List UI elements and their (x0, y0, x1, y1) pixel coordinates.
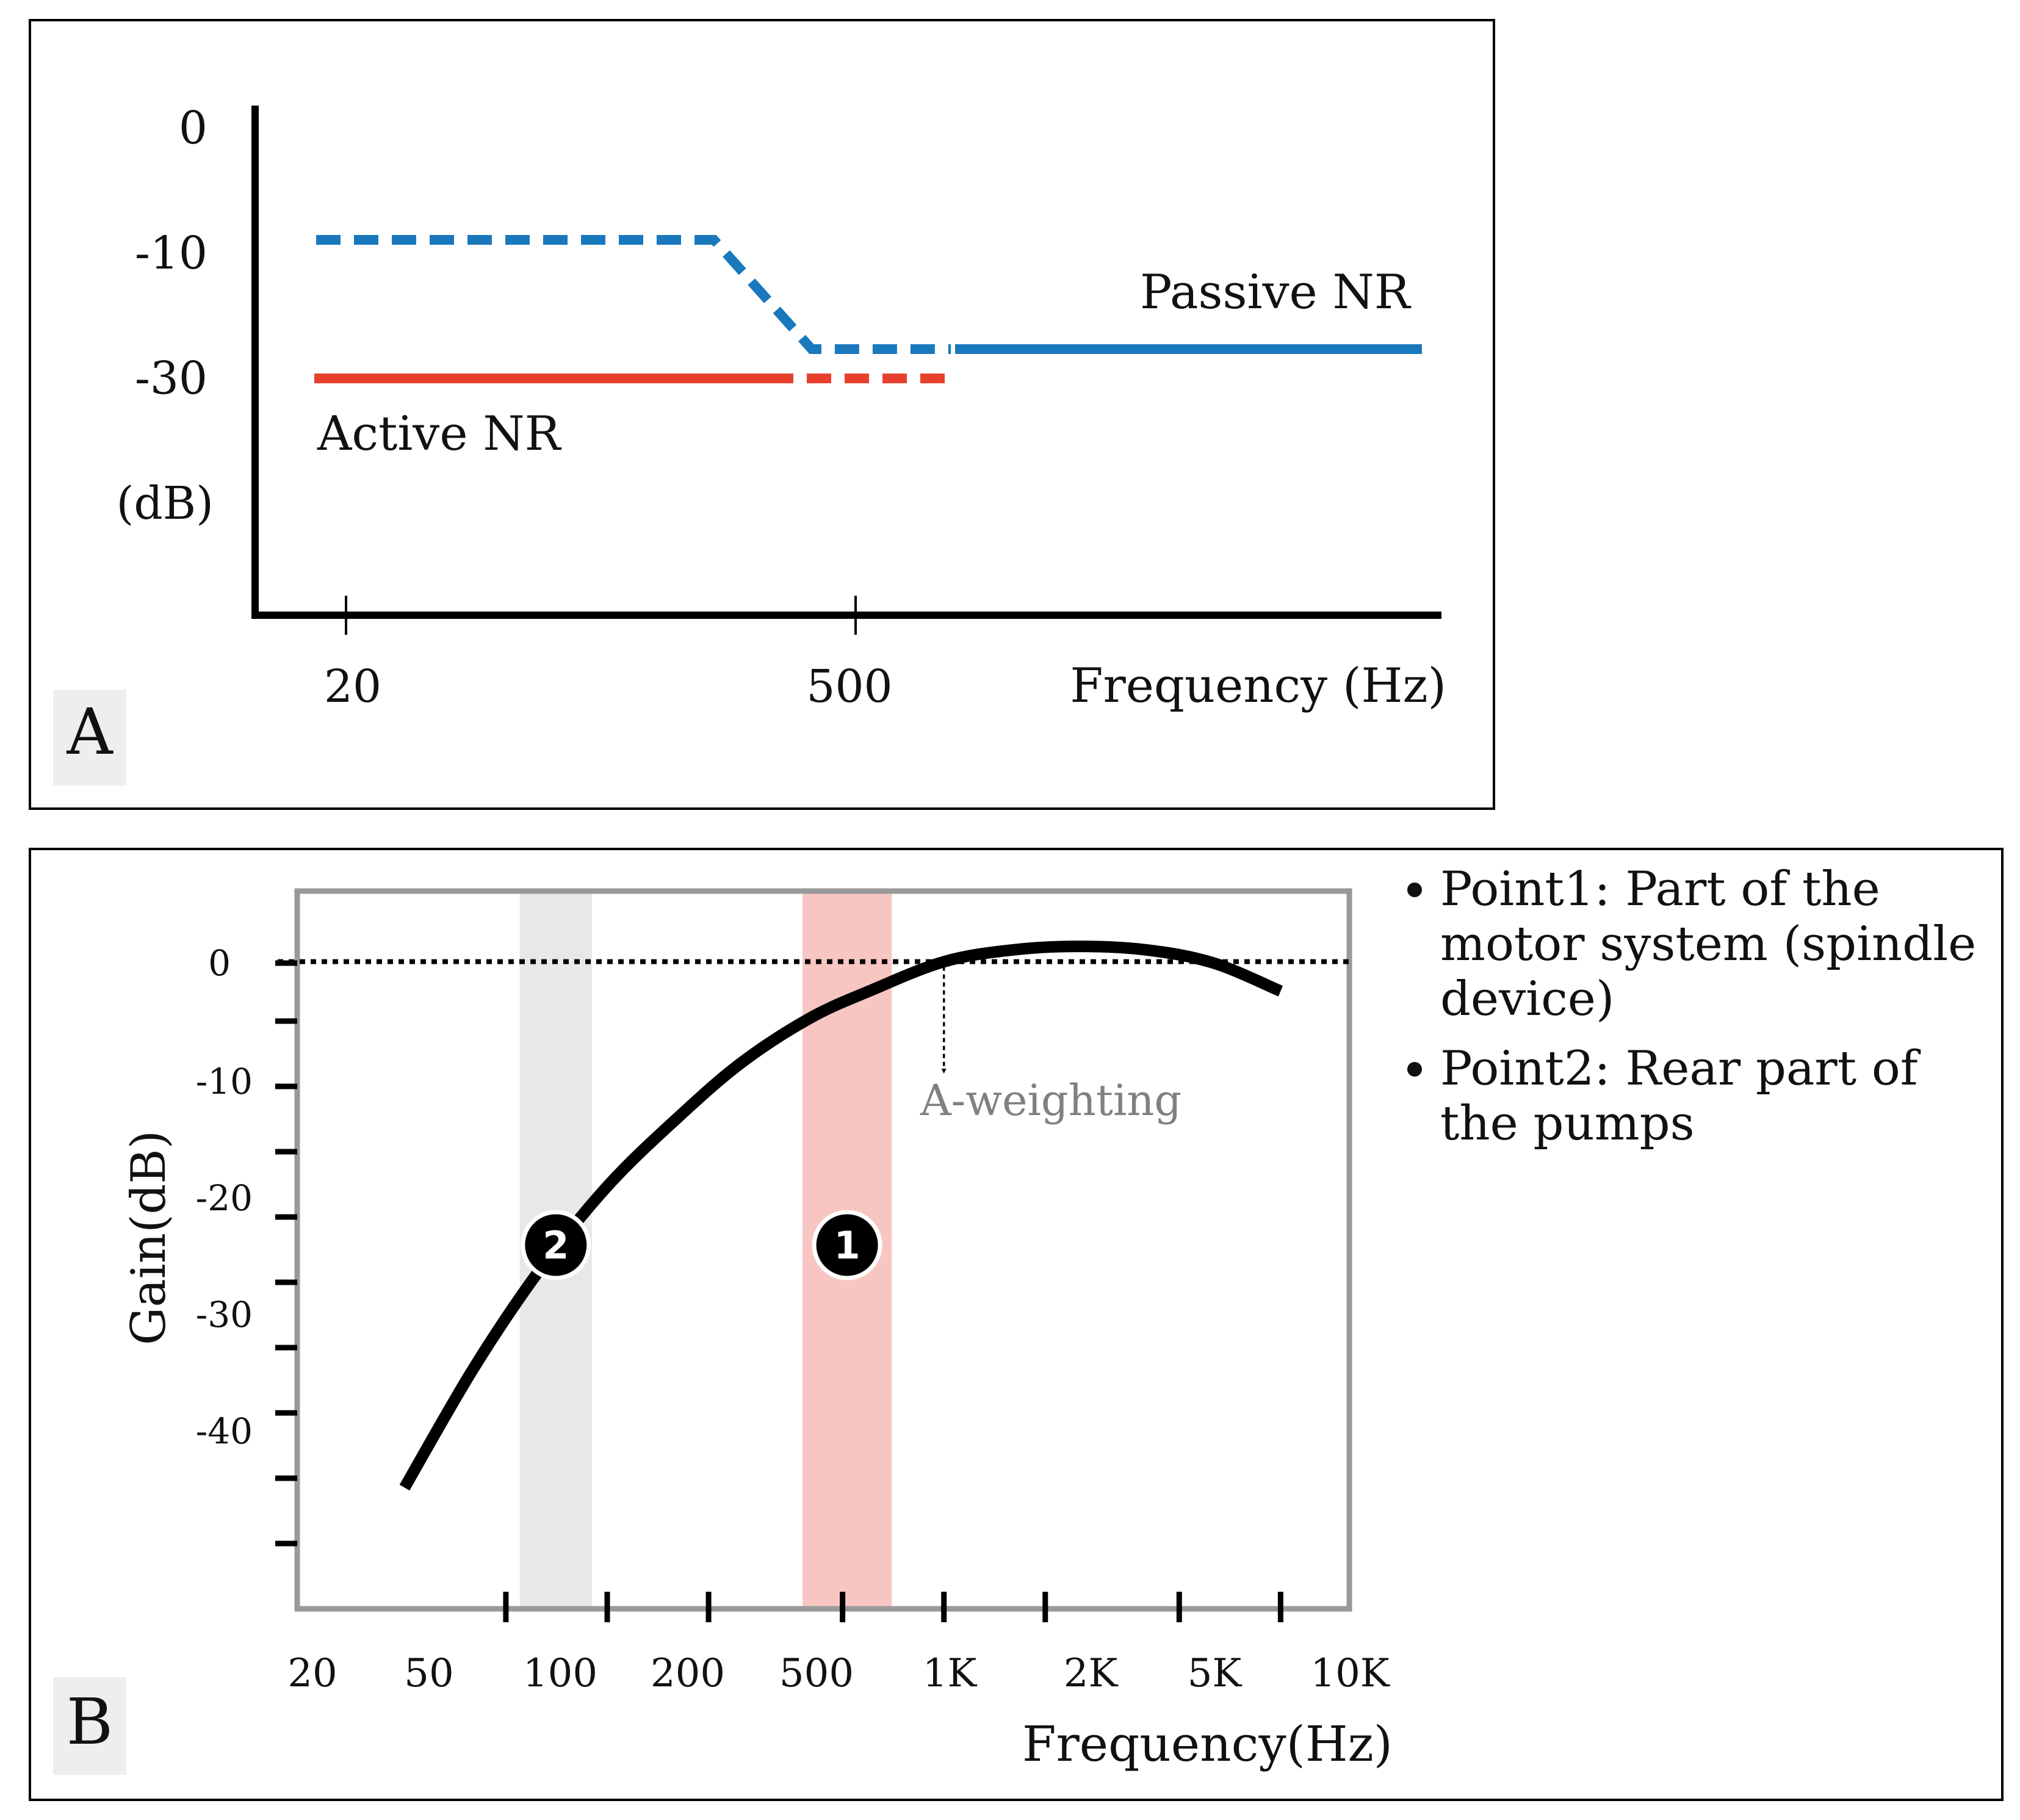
marker-1-number: 1 (834, 1223, 860, 1268)
panel-b-letter-box (53, 1677, 126, 1775)
panel-a-letter-box (53, 690, 126, 785)
panel-b-y-axis-label: Gain(dB) (121, 1130, 176, 1345)
panel-a-x-tick-label: 500 (806, 660, 892, 713)
panel-a-y-unit: (dB) (117, 477, 214, 530)
marker-1-circle (812, 1210, 882, 1280)
panel-a-border (29, 19, 1495, 810)
panel-b-y-tick-label: -20 (196, 1177, 253, 1219)
panel-b-x-tick-label: 10K (1310, 1651, 1390, 1696)
panel-a-letter: A (66, 695, 114, 769)
panel-a-x-axis-label: Frequency (Hz) (1070, 659, 1446, 713)
panel-b-x-tick-label: 200 (651, 1651, 725, 1696)
panel-b-letter: B (67, 1685, 113, 1759)
panel-b-x-ticks (503, 1592, 1283, 1622)
passive-nr-label: Passive NR (1140, 265, 1412, 320)
panel-b-x-tick-label: 50 (404, 1651, 453, 1696)
panel-a-x-tick-label: 20 (324, 660, 381, 713)
legend-item-point-1: Point1: Part of the motor system (spindl… (1402, 862, 1988, 1027)
active-nr-label: Active NR (317, 406, 562, 461)
panel-b-x-axis-label: Frequency(Hz) (1022, 1716, 1393, 1772)
marker-point-1: 1 (812, 1210, 882, 1280)
a-weighting-annotation: A-weighting (920, 1075, 1181, 1125)
panel-b: 0 -10 -20 -30 -40 Gain(dB) 20 50 100 200… (29, 848, 2004, 1801)
panel-b-x-tick-label: 20 (287, 1651, 337, 1696)
panel-a-y-tick-label: 0 (179, 102, 207, 154)
marker-point-2: 2 (521, 1210, 591, 1280)
panel-b-x-tick-label: 2K (1064, 1651, 1119, 1696)
panel-b-x-tick-label: 500 (779, 1651, 854, 1696)
marker-2-number: 2 (543, 1223, 569, 1268)
panel-b-y-tick-label: -10 (196, 1061, 253, 1102)
panel-a-y-tick-label: -30 (135, 352, 207, 405)
legend-item-point-2: Point2: Rear part of the pumps (1402, 1041, 1988, 1151)
panel-a: 0 -10 -30 (dB) 20 500 Frequency (Hz) Pas… (29, 19, 1495, 810)
a-weighting-curve (399, 941, 1283, 1491)
panel-b-y-ticks (275, 960, 297, 1547)
panel-b-y-tick-label: -30 (196, 1294, 253, 1335)
panel-b-x-tick-label: 1K (923, 1651, 978, 1696)
panel-b-y-tick-label: -40 (196, 1410, 253, 1452)
panel-b-x-tick-label: 5K (1188, 1651, 1243, 1696)
panel-a-y-tick-label: -10 (135, 227, 207, 280)
panel-b-plot-frame (294, 888, 1352, 1612)
panel-b-x-tick-label: 100 (523, 1651, 597, 1696)
panel-b-y-tick-label: 0 (208, 942, 231, 984)
marker-2-circle (521, 1210, 591, 1280)
panel-b-border (29, 848, 2004, 1801)
panel-b-legend: Point1: Part of the motor system (spindl… (1402, 862, 1988, 1166)
passive-nr-dashed-line (316, 235, 951, 354)
